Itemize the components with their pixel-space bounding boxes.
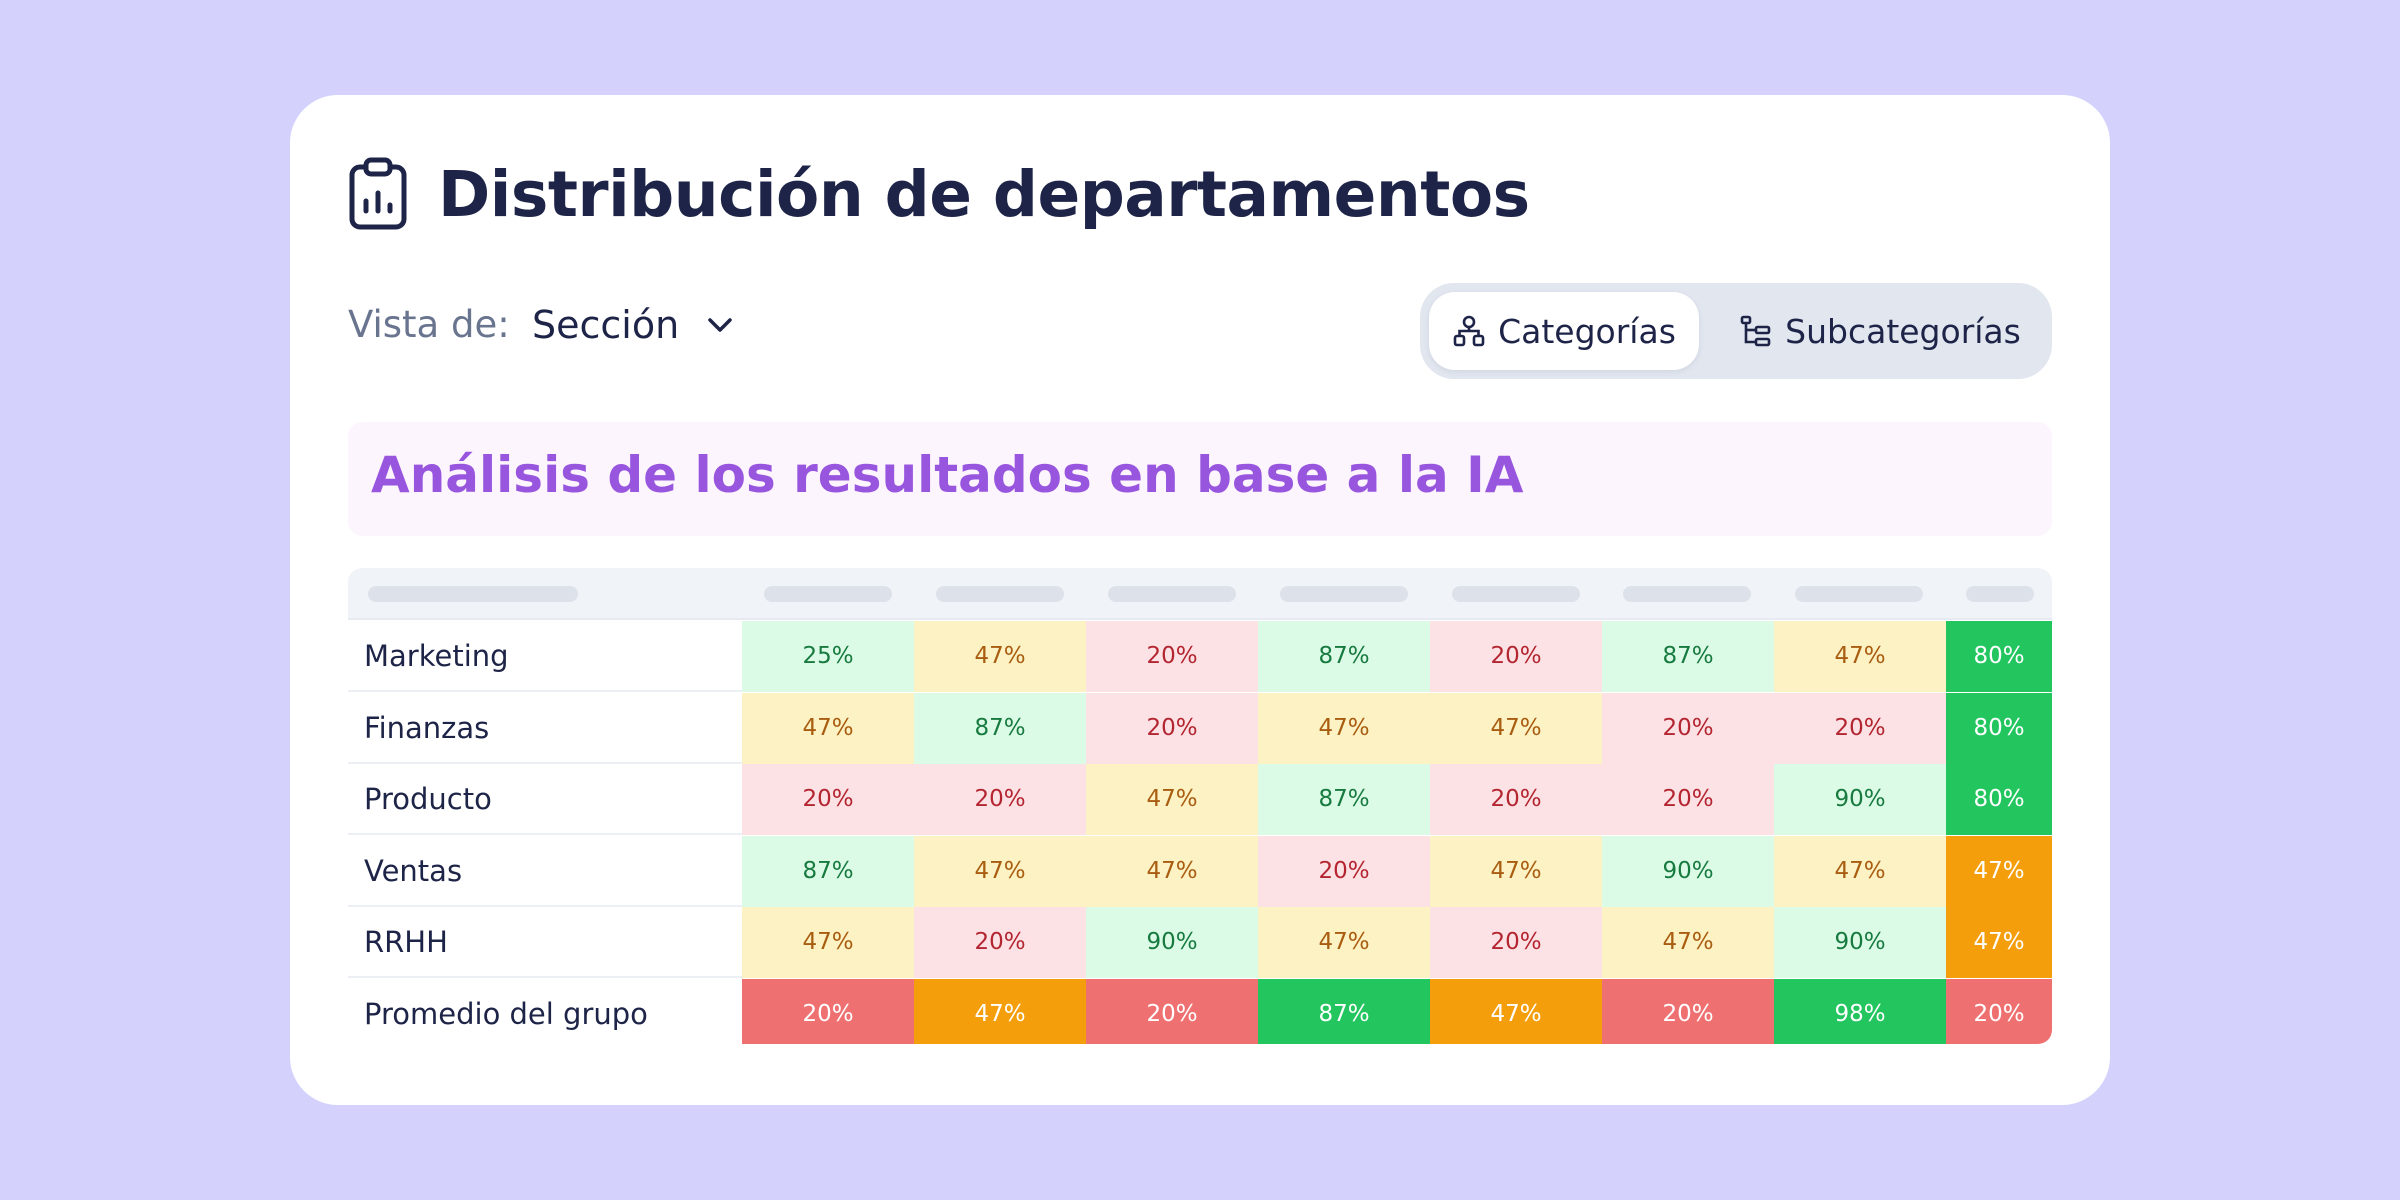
tab-categorias[interactable]: Categorías — [1429, 292, 1699, 370]
score-cell: 20% — [1430, 621, 1602, 692]
score-cell: 80% — [1946, 764, 2052, 835]
score-cell: 20% — [1602, 978, 1774, 1044]
score-cell: 20% — [742, 764, 914, 835]
tab-subcategorias-label: Subcategorías — [1785, 311, 2021, 351]
score-cell: 20% — [1086, 978, 1258, 1044]
heatmap-table: Marketing 25% 47% 20% 87% 20% 87% 47% 80% Finanza… — [348, 568, 2052, 1044]
score-cell: 47% — [1430, 692, 1602, 764]
chevron-down-icon — [708, 318, 732, 332]
header-placeholder — [1795, 586, 1923, 602]
score-cell: 20% — [914, 764, 1086, 835]
score-cell: 20% — [1086, 621, 1258, 692]
score-cell: 87% — [742, 835, 914, 907]
subcategory-tree-icon — [1740, 315, 1771, 347]
score-cell: 87% — [1258, 764, 1430, 835]
header-placeholder — [936, 586, 1064, 602]
table-row: Producto 20% 20% 47% 87% 20% 20% 90% 80% — [348, 764, 2052, 835]
toolbar: Vista de: Sección Categorías — [348, 283, 2052, 379]
score-cell: 20% — [1430, 764, 1602, 835]
score-cell: 47% — [1086, 764, 1258, 835]
ai-analysis-banner[interactable]: Análisis de los resultados en base a la … — [348, 422, 2052, 536]
score-cell: 47% — [1602, 907, 1774, 978]
row-label: Marketing — [364, 639, 509, 673]
header-placeholder — [1280, 586, 1408, 602]
table-row: Ventas 87% 47% 47% 20% 47% 90% 47% 47% — [348, 835, 2052, 907]
header-placeholder — [1108, 586, 1236, 602]
score-cell: 47% — [1774, 835, 1946, 907]
table-row: Marketing 25% 47% 20% 87% 20% 87% 47% 80% — [348, 621, 2052, 692]
score-cell: 90% — [1086, 907, 1258, 978]
row-label: Ventas — [364, 853, 463, 888]
row-label: Finanzas — [364, 710, 490, 745]
score-cell: 47% — [1258, 692, 1430, 764]
table-row-group-average: Promedio del grupo 20% 47% 20% 87% 47% 20% 98% 2… — [348, 978, 2052, 1044]
page-title: Distribución de departamentos — [438, 157, 1530, 231]
row-label: Promedio del grupo — [364, 996, 648, 1031]
score-cell: 90% — [1774, 907, 1946, 978]
score-cell: 47% — [1946, 835, 2052, 907]
score-cell: 47% — [1430, 978, 1602, 1044]
score-cell: 47% — [1430, 835, 1602, 907]
score-cell: 20% — [1258, 835, 1430, 907]
tab-subcategorias[interactable]: Subcategorías — [1720, 292, 2040, 370]
score-cell: 25% — [742, 621, 914, 692]
header-placeholder — [368, 586, 578, 602]
table-header — [348, 568, 2052, 620]
view-select[interactable]: Sección — [532, 293, 735, 357]
score-cell: 47% — [914, 835, 1086, 907]
score-cell: 98% — [1774, 978, 1946, 1044]
score-cell: 20% — [1086, 692, 1258, 764]
score-cell: 80% — [1946, 621, 2052, 692]
score-cell: 90% — [1602, 835, 1774, 907]
row-label: RRHH — [364, 925, 448, 959]
score-cell: 47% — [1258, 907, 1430, 978]
score-cell: 47% — [914, 978, 1086, 1044]
score-cell: 20% — [1774, 692, 1946, 764]
ai-analysis-title: Análisis de los resultados en base a la … — [371, 446, 1524, 504]
score-cell: 47% — [742, 692, 914, 764]
category-toggle: Categorías Subcategorías — [1420, 283, 2052, 379]
score-cell: 80% — [1946, 692, 2052, 764]
score-cell: 20% — [1602, 692, 1774, 764]
row-label: Producto — [364, 782, 492, 816]
view-select-value: Sección — [532, 303, 680, 347]
score-cell: 20% — [1602, 764, 1774, 835]
view-label: Vista de: — [348, 303, 510, 346]
score-cell: 87% — [1258, 978, 1430, 1044]
score-cell: 47% — [742, 907, 914, 978]
score-cell: 87% — [914, 692, 1086, 764]
score-cell: 90% — [1774, 764, 1946, 835]
score-cell: 20% — [1430, 907, 1602, 978]
clipboard-chart-icon — [349, 157, 407, 230]
department-distribution-card: Distribución de departamentos Vista de: … — [290, 95, 2110, 1105]
table-row: RRHH 47% 20% 90% 47% 20% 47% 90% 47% — [348, 907, 2052, 978]
score-cell: 87% — [1258, 621, 1430, 692]
score-cell: 87% — [1602, 621, 1774, 692]
score-cell: 20% — [1946, 978, 2052, 1044]
header-placeholder — [1452, 586, 1580, 602]
score-cell: 47% — [1946, 907, 2052, 978]
tab-categorias-label: Categorías — [1498, 311, 1676, 351]
table-row: Finanzas 47% 87% 20% 47% 47% 20% 20% 80% — [348, 692, 2052, 764]
header-placeholder — [1623, 586, 1751, 602]
score-cell: 20% — [742, 978, 914, 1044]
card-header: Distribución de departamentos — [348, 157, 1530, 231]
hierarchy-icon — [1453, 315, 1485, 347]
score-cell: 47% — [1086, 835, 1258, 907]
score-cell: 20% — [914, 907, 1086, 978]
header-placeholder — [764, 586, 892, 602]
score-cell: 47% — [914, 621, 1086, 692]
header-placeholder — [1966, 586, 2034, 602]
score-cell: 47% — [1774, 621, 1946, 692]
